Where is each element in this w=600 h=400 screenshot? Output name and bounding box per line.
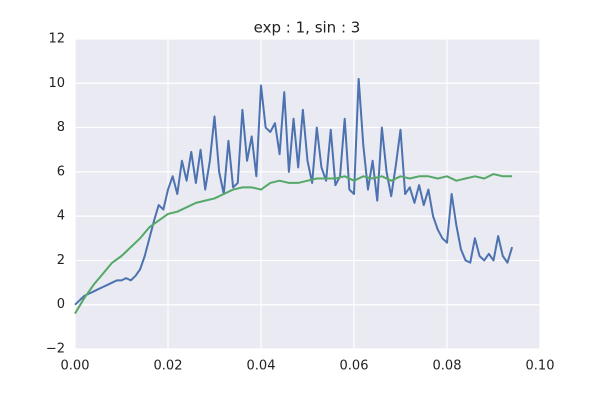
line-series bbox=[74, 173, 513, 315]
x-tick-label: 0.04 bbox=[247, 359, 276, 374]
y-tick-label: 2 bbox=[57, 253, 65, 268]
chart-title: exp : 1, sin : 3 bbox=[254, 19, 361, 37]
x-tick-label: 0.10 bbox=[526, 359, 555, 374]
y-tick-label: 12 bbox=[48, 32, 65, 47]
line-series bbox=[74, 77, 514, 306]
y-tick-label: 6 bbox=[57, 164, 65, 179]
plot-area bbox=[75, 39, 540, 349]
y-tick-label: 10 bbox=[48, 76, 65, 91]
y-tick-label: 4 bbox=[57, 209, 65, 224]
x-tick-label: 0.08 bbox=[433, 359, 462, 374]
x-tick-label: 0.00 bbox=[61, 359, 90, 374]
y-tick-label: 8 bbox=[57, 120, 65, 135]
y-tick-label: −2 bbox=[46, 342, 65, 357]
x-tick-label: 0.02 bbox=[154, 359, 183, 374]
x-tick-label: 0.06 bbox=[340, 359, 369, 374]
y-tick-label: 0 bbox=[57, 297, 65, 312]
